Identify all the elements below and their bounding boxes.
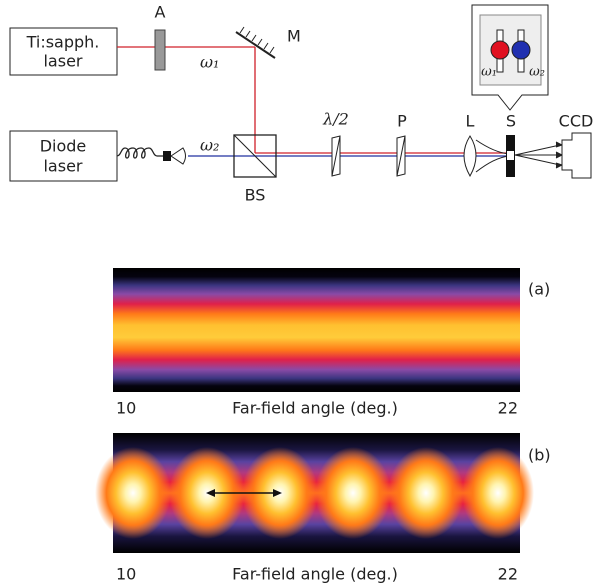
- laser-box: [9, 130, 118, 182]
- diode-line1: Diode: [40, 137, 87, 156]
- spot: [462, 447, 534, 539]
- axis-end: 22: [498, 399, 518, 418]
- collimator: [170, 147, 186, 165]
- polarizer-line: [396, 135, 406, 177]
- sample-label: S: [506, 112, 516, 131]
- mirror-hatch: [239, 26, 275, 54]
- spot: [315, 447, 391, 539]
- beam-splitter: [233, 134, 277, 178]
- omega1-label: ω₁: [200, 53, 219, 72]
- red-spot: [490, 40, 510, 60]
- ccd: [561, 132, 592, 179]
- arrowheads: [555, 141, 564, 169]
- spot: [388, 447, 464, 539]
- attenuator-label: A: [155, 3, 166, 22]
- waveplate-line: [331, 135, 341, 177]
- mirror-label: M: [287, 27, 301, 46]
- axis-title: Far-field angle (deg.): [232, 399, 398, 418]
- panel-label: (b): [528, 446, 551, 465]
- beam-splitter-diag: [233, 134, 277, 178]
- lens-label: L: [466, 112, 475, 131]
- laser-box: [9, 27, 118, 76]
- fiber-coupler: [163, 151, 171, 161]
- sample-window: [507, 151, 514, 160]
- fiber: [116, 147, 167, 159]
- diode-line2: laser: [43, 157, 82, 176]
- attenuator: [154, 29, 166, 71]
- axis-start: 10: [116, 399, 136, 418]
- mirror: [235, 31, 276, 59]
- blue-spot: [511, 40, 531, 60]
- period-arrowheads: [206, 489, 282, 497]
- axis-end: 22: [498, 565, 518, 584]
- inset-omega2: ω₂: [529, 65, 545, 80]
- spot: [95, 447, 171, 539]
- ccd-label: CCD: [559, 112, 594, 131]
- inset-frame: [479, 14, 542, 86]
- far-field-image-a: [113, 268, 520, 392]
- ti-laser-line2: laser: [43, 52, 82, 71]
- axis-start: 10: [116, 565, 136, 584]
- waveplate-label: λ/2: [322, 110, 349, 129]
- polarizer-label: P: [397, 112, 407, 131]
- ti-laser-line1: Ti:sapph.: [26, 33, 100, 52]
- panel-label: (a): [528, 280, 550, 299]
- inset-omega1: ω₁: [481, 65, 497, 80]
- lens: [463, 135, 477, 178]
- axis-title: Far-field angle (deg.): [232, 565, 398, 584]
- omega2-label: ω₂: [200, 136, 219, 155]
- output-beams: [514, 144, 561, 166]
- bs-label: BS: [245, 186, 266, 205]
